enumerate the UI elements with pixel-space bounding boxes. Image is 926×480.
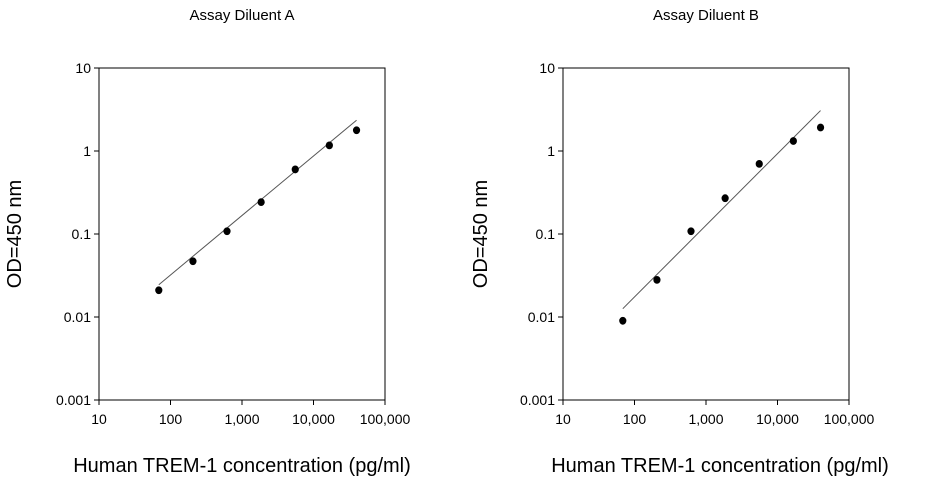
plot-frame	[98, 67, 386, 401]
plot-frame	[562, 67, 850, 401]
chart-assay-diluent-a: Assay Diluent A 0.001 0.01 0.1 1 10 10 100 1,0…	[4, 7, 411, 477]
data-point	[653, 275, 661, 284]
y-tick-group: 0.001 0.01 0.1 1 10	[56, 60, 99, 408]
y-tick-label: 0.1	[72, 226, 92, 242]
y-tick-label: 1	[547, 143, 555, 159]
x-tick-label: 100	[159, 411, 183, 427]
x-tick-label: 100	[623, 411, 647, 427]
data-point	[325, 141, 333, 150]
data-point	[816, 123, 825, 132]
data-point	[687, 227, 695, 236]
y-tick-label: 0.01	[64, 309, 91, 325]
x-tick-label: 100,000	[824, 411, 875, 427]
chart-title: Assay Diluent B	[653, 7, 759, 24]
x-tick-label: 10	[555, 411, 571, 427]
x-tick-label: 10,000	[756, 411, 799, 427]
y-tick-label: 0.01	[528, 309, 555, 325]
x-tick-group: 10 100 1,000 10,000 100,000	[91, 400, 411, 427]
y-tick-label: 0.1	[536, 226, 556, 242]
data-point	[619, 316, 627, 325]
fit-line	[622, 110, 821, 310]
chart-assay-diluent-b: Assay Diluent B 0.001 0.01 0.1 1 10 10 100 1,0…	[470, 7, 889, 477]
y-tick-group: 0.001 0.01 0.1 1 10	[520, 60, 563, 408]
data-point	[257, 198, 265, 207]
x-tick-label: 10	[91, 411, 107, 427]
fit-line-group	[622, 110, 821, 310]
y-tick-label: 1	[83, 143, 91, 159]
x-axis-label: Human TREM-1 concentration (pg/ml)	[73, 455, 411, 477]
y-axis-label: OD=450 nm	[470, 180, 492, 288]
x-axis-label: Human TREM-1 concentration (pg/ml)	[551, 455, 889, 477]
y-tick-label: 10	[75, 60, 91, 76]
data-point	[155, 286, 163, 295]
data-point	[223, 227, 231, 236]
data-point	[755, 159, 763, 168]
x-tick-label: 1,000	[688, 411, 723, 427]
data-point-group	[155, 126, 361, 295]
x-tick-label: 1,000	[224, 411, 259, 427]
data-point	[721, 194, 729, 203]
x-tick-group: 10 100 1,000 10,000 100,000	[555, 400, 875, 427]
x-tick-label: 100,000	[360, 411, 411, 427]
data-point	[352, 126, 361, 135]
data-point	[789, 137, 797, 145]
y-tick-label: 0.001	[56, 392, 91, 408]
data-point	[291, 165, 299, 174]
data-point	[189, 257, 197, 266]
y-tick-label: 0.001	[520, 392, 555, 408]
y-tick-label: 10	[539, 60, 555, 76]
y-axis-label: OD=450 nm	[4, 180, 26, 288]
chart-title: Assay Diluent A	[189, 7, 294, 24]
data-point-group	[619, 123, 825, 325]
x-tick-label: 10,000	[292, 411, 335, 427]
